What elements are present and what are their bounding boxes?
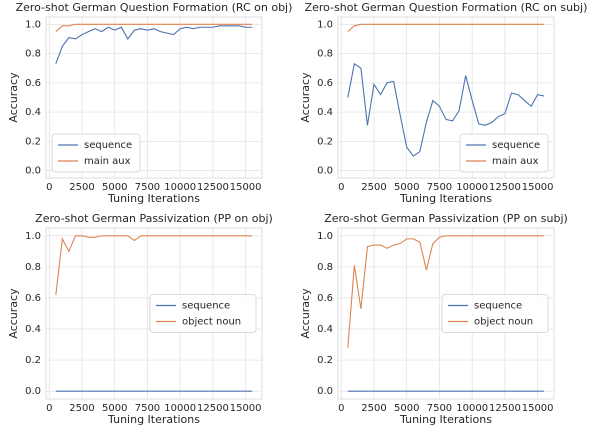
- legend-label: sequence: [182, 301, 230, 312]
- y-axis-label: Accuracy: [299, 72, 312, 123]
- chart-title: Zero-shot German Passivization (PP on su…: [324, 212, 568, 225]
- y-tick-label: 1.0: [25, 19, 41, 30]
- y-tick-label: 0.8: [317, 49, 333, 60]
- y-tick-label: 0.0: [25, 386, 41, 397]
- x-tick-label: 12500: [489, 403, 521, 414]
- y-tick-label: 0.0: [317, 166, 333, 177]
- series-line: [347, 23, 545, 33]
- x-tick-label: 12500: [197, 403, 229, 414]
- x-tick-label: 10000: [164, 403, 196, 414]
- x-tick-label: 5000: [102, 182, 127, 193]
- x-tick-label: 12500: [489, 182, 521, 193]
- y-tick-label: 1.0: [317, 231, 333, 242]
- y-tick-label: 0.0: [25, 166, 41, 177]
- y-tick-label: 0.8: [317, 262, 333, 273]
- x-tick-label: 15000: [522, 182, 554, 193]
- x-tick-label: 12500: [197, 182, 229, 193]
- x-tick-label: 7500: [427, 182, 452, 193]
- legend: sequence main aux: [459, 133, 549, 173]
- legend: sequence object noun: [441, 294, 549, 333]
- chart-title: Zero-shot German Question Formation (RC …: [16, 1, 293, 14]
- x-tick-label: 10000: [164, 182, 196, 193]
- x-tick-label: 2500: [361, 403, 386, 414]
- chart-title: Zero-shot German Question Formation (RC …: [305, 1, 588, 14]
- x-tick-label: 0: [338, 403, 344, 414]
- y-axis-label: Accuracy: [7, 288, 20, 339]
- legend-label: sequence: [492, 140, 540, 151]
- legend-box: [149, 294, 257, 333]
- subplot: 0 2500 5000 7500 10000 12500 15000 0.0 0.2 0.4 0.6…: [299, 1, 587, 205]
- x-axis-label: Tuning Iterations: [399, 192, 492, 205]
- legend-box: [441, 294, 549, 333]
- x-tick-label: 15000: [522, 403, 554, 414]
- x-tick-label: 0: [338, 182, 344, 193]
- legend-label: object noun: [182, 317, 241, 328]
- x-tick-label: 0: [46, 403, 52, 414]
- x-tick-label: 2500: [361, 182, 386, 193]
- x-tick-label: 5000: [102, 403, 127, 414]
- x-tick-label: 7500: [427, 403, 452, 414]
- subplot: 0 2500 5000 7500 10000 12500 15000 0.0 0.2 0.4 0.6…: [299, 212, 568, 426]
- x-tick-label: 5000: [394, 403, 419, 414]
- subplot: 0 2500 5000 7500 10000 12500 15000 0.0 0.2 0.4 0.6…: [7, 1, 292, 205]
- y-tick-label: 0.4: [25, 324, 41, 335]
- series-line: [347, 62, 545, 157]
- legend-label: main aux: [84, 156, 131, 167]
- x-tick-label: 15000: [230, 403, 262, 414]
- x-axis-label: Tuning Iterations: [399, 413, 492, 426]
- y-tick-label: 0.8: [25, 262, 41, 273]
- y-axis-label: Accuracy: [7, 72, 20, 123]
- legend-box: [459, 133, 549, 173]
- x-tick-label: 2500: [69, 403, 94, 414]
- y-tick-label: 0.2: [25, 136, 41, 147]
- y-tick-label: 0.6: [25, 78, 41, 89]
- y-tick-label: 1.0: [25, 231, 41, 242]
- legend: sequence main aux: [51, 133, 141, 173]
- series-line: [55, 235, 253, 295]
- x-axis-label: Tuning Iterations: [107, 413, 200, 426]
- y-tick-label: 1.0: [317, 19, 333, 30]
- legend-label: main aux: [492, 156, 539, 167]
- y-tick-label: 0.6: [25, 293, 41, 304]
- x-tick-label: 0: [46, 182, 52, 193]
- x-tick-label: 10000: [456, 182, 488, 193]
- x-axis-label: Tuning Iterations: [107, 192, 200, 205]
- subplot: 0 2500 5000 7500 10000 12500 15000 0.0 0.2 0.4 0.6…: [7, 212, 273, 426]
- y-tick-label: 0.4: [25, 107, 41, 118]
- x-tick-label: 7500: [135, 182, 160, 193]
- legend-label: object noun: [474, 317, 533, 328]
- chart-title: Zero-shot German Passivization (PP on ob…: [35, 212, 273, 225]
- y-tick-label: 0.4: [317, 107, 333, 118]
- y-tick-label: 0.4: [317, 324, 333, 335]
- y-tick-label: 0.2: [317, 355, 333, 366]
- legend-box: [51, 133, 141, 173]
- series-line: [55, 25, 253, 65]
- y-axis-label: Accuracy: [299, 288, 312, 339]
- legend: sequence object noun: [149, 294, 257, 333]
- y-tick-label: 0.2: [317, 136, 333, 147]
- legend-label: sequence: [474, 301, 522, 312]
- y-tick-label: 0.6: [317, 78, 333, 89]
- legend-label: sequence: [84, 140, 132, 151]
- x-tick-label: 5000: [394, 182, 419, 193]
- x-tick-label: 7500: [135, 403, 160, 414]
- y-tick-label: 0.2: [25, 355, 41, 366]
- x-tick-label: 2500: [69, 182, 94, 193]
- x-tick-label: 10000: [456, 403, 488, 414]
- x-tick-label: 15000: [230, 182, 262, 193]
- y-tick-label: 0.6: [317, 293, 333, 304]
- series-line: [347, 235, 545, 348]
- y-tick-label: 0.0: [317, 386, 333, 397]
- y-tick-label: 0.8: [25, 49, 41, 60]
- series-line: [55, 23, 253, 33]
